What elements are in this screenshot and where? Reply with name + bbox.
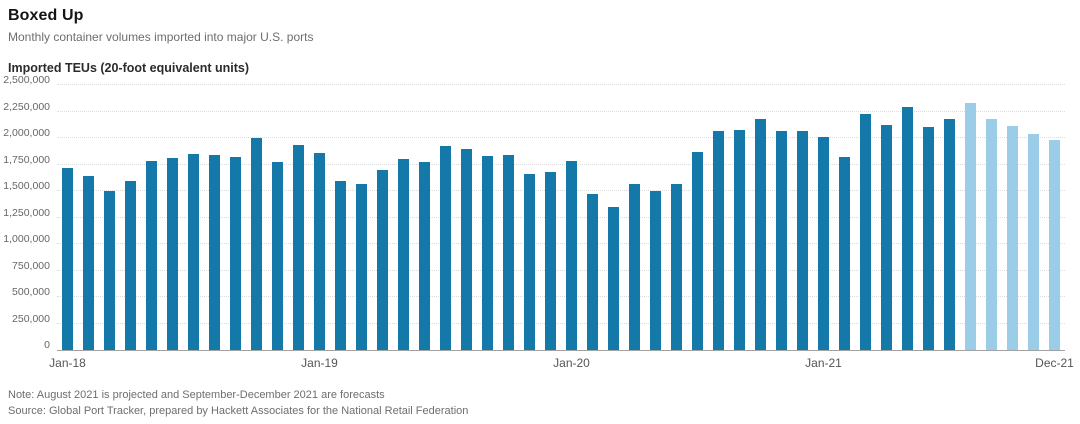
gridline-1500000: [57, 190, 1065, 191]
y-tick-label-2000000: 2,000,000: [3, 127, 50, 139]
gridline-1250000: [57, 216, 1065, 218]
x-tick-label-Jan-18: Jan-18: [49, 356, 86, 370]
bar-Dec-20: [796, 130, 809, 350]
chart-footer: Note: August 2021 is projected and Septe…: [0, 387, 1080, 419]
chart-title: Boxed Up: [8, 7, 84, 24]
bar-Nov-18: [271, 162, 284, 350]
gridline-2500000: [57, 84, 1065, 85]
bar-Apr-19: [376, 169, 389, 350]
gridline-500000: [57, 296, 1065, 297]
x-tick-label-Dec-21: Dec-21: [1035, 356, 1074, 370]
y-tick-label-2250000: 2,250,000: [3, 100, 50, 113]
y-tick-label-500000: 500,000: [12, 286, 50, 298]
y-tick-label-1500000: 1,500,000: [3, 180, 50, 192]
bar-Jul-19: [439, 146, 452, 350]
bar-Oct-19: [502, 154, 515, 350]
bar-Jun-20: [670, 183, 683, 350]
bar-May-18: [145, 161, 158, 350]
bar-Jul-21: [943, 118, 956, 350]
bar-Feb-18: [82, 176, 95, 350]
y-tick-label-250000: 250,000: [12, 312, 50, 325]
gridline-1000000: [57, 243, 1065, 244]
y-tick-label-2500000: 2,500,000: [3, 74, 50, 86]
bar-Jan-19: [313, 152, 326, 350]
bar-Aug-18: [208, 154, 221, 350]
y-tick-label-0: 0: [44, 339, 50, 351]
bar-Dec-21: [1048, 140, 1061, 350]
bar-Mar-20: [607, 206, 620, 350]
bar-May-19: [397, 159, 410, 350]
bar-Jan-18: [61, 167, 74, 350]
gridline-750000: [57, 269, 1065, 271]
bar-Aug-19: [460, 148, 473, 350]
bar-Mar-21: [859, 113, 872, 350]
bar-Dec-19: [544, 171, 557, 350]
bar-Oct-18: [250, 138, 263, 350]
chart-note: Note: August 2021 is projected and Septe…: [8, 389, 385, 401]
y-tick-label-750000: 750,000: [12, 259, 50, 272]
bar-Sep-18: [229, 157, 242, 350]
bar-Aug-21: [964, 103, 977, 350]
gridline-1750000: [57, 163, 1065, 165]
bar-Oct-20: [754, 118, 767, 350]
bar-Nov-21: [1027, 133, 1040, 350]
bar-Jun-18: [166, 158, 179, 350]
bar-Feb-19: [334, 181, 347, 350]
bar-May-21: [901, 107, 914, 350]
gridline-2000000: [57, 137, 1065, 138]
chart-header: Boxed Up Monthly container volumes impor…: [0, 7, 1080, 44]
bar-Dec-18: [292, 145, 305, 350]
bar-Sep-19: [481, 156, 494, 350]
gridline-2250000: [57, 110, 1065, 112]
bar-Jul-20: [691, 151, 704, 350]
bar-May-20: [649, 191, 662, 350]
bar-Jun-21: [922, 127, 935, 350]
bar-Oct-21: [1006, 126, 1019, 350]
bar-Apr-21: [880, 125, 893, 350]
bar-Sep-20: [733, 129, 746, 350]
x-tick-label-Jan-21: Jan-21: [805, 356, 842, 370]
x-tick-label-Jan-20: Jan-20: [553, 356, 590, 370]
bar-Feb-21: [838, 157, 851, 350]
y-tick-label-1000000: 1,000,000: [3, 233, 50, 245]
y-tick-label-1250000: 1,250,000: [3, 206, 50, 219]
y-tick-label-1750000: 1,750,000: [3, 153, 50, 166]
chart-source: Source: Global Port Tracker, prepared by…: [8, 405, 469, 417]
bar-Sep-21: [985, 118, 998, 350]
bar-Mar-19: [355, 183, 368, 350]
plot-area: 0 250,000 500,000 750,000 1,000,000 1,250,000…: [3, 75, 1065, 351]
bar-Nov-20: [775, 130, 788, 350]
x-axis: Jan-18 Jan-19 Jan-20 Jan-21 Dec-21: [49, 351, 1074, 373]
bar-Jan-21: [817, 136, 830, 350]
bar-Aug-20: [712, 130, 725, 350]
y-axis-unit-label: Imported TEUs (20-foot equivalent units): [8, 61, 249, 75]
bar-Apr-18: [124, 181, 137, 350]
chart-subtitle: Monthly container volumes imported into …: [8, 30, 314, 44]
bar-Jan-20: [565, 161, 578, 350]
bar-Nov-19: [523, 174, 536, 350]
x-tick-label-Jan-19: Jan-19: [301, 356, 338, 370]
bar-Apr-20: [628, 183, 641, 350]
bar-Feb-20: [586, 194, 599, 350]
bar-Jul-18: [187, 153, 200, 350]
gridline-250000: [57, 322, 1065, 324]
bar-Jun-19: [418, 162, 431, 350]
bar-Mar-18: [103, 191, 116, 350]
